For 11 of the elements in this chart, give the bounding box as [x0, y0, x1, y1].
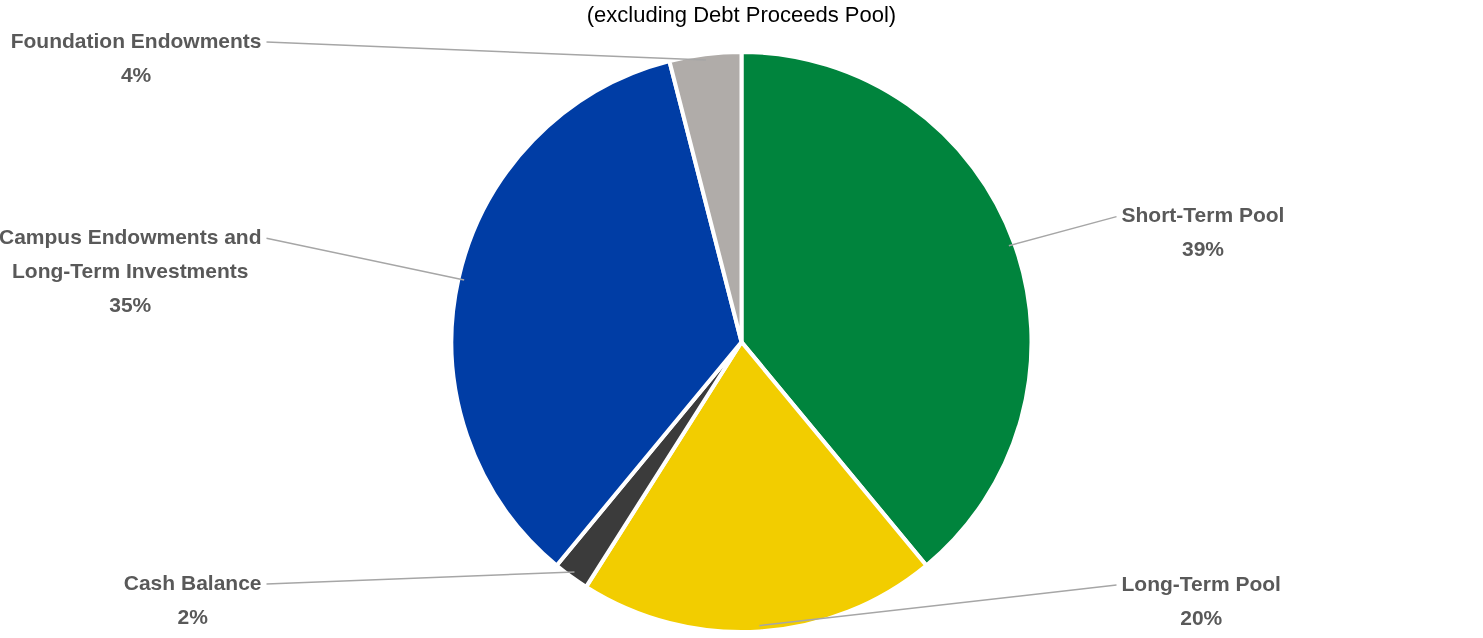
slice-label: Long-Term Pool	[1121, 571, 1281, 595]
data-label: 2%	[177, 604, 209, 628]
chart-subtitle: (excluding Debt Proceeds Pool)	[585, 2, 898, 28]
data-label: 39%	[1181, 237, 1225, 261]
slice-label: Short-Term Pool	[1121, 203, 1285, 227]
data-label: 20%	[1180, 605, 1223, 629]
slice-label: Cash Balance	[123, 570, 262, 594]
slice-label: Campus Endowments and Long-Term Investments	[0, 224, 262, 282]
data-label: 4%	[120, 62, 152, 86]
data-label: 35%	[109, 292, 152, 316]
slice-label: Foundation Endowments	[10, 28, 262, 52]
